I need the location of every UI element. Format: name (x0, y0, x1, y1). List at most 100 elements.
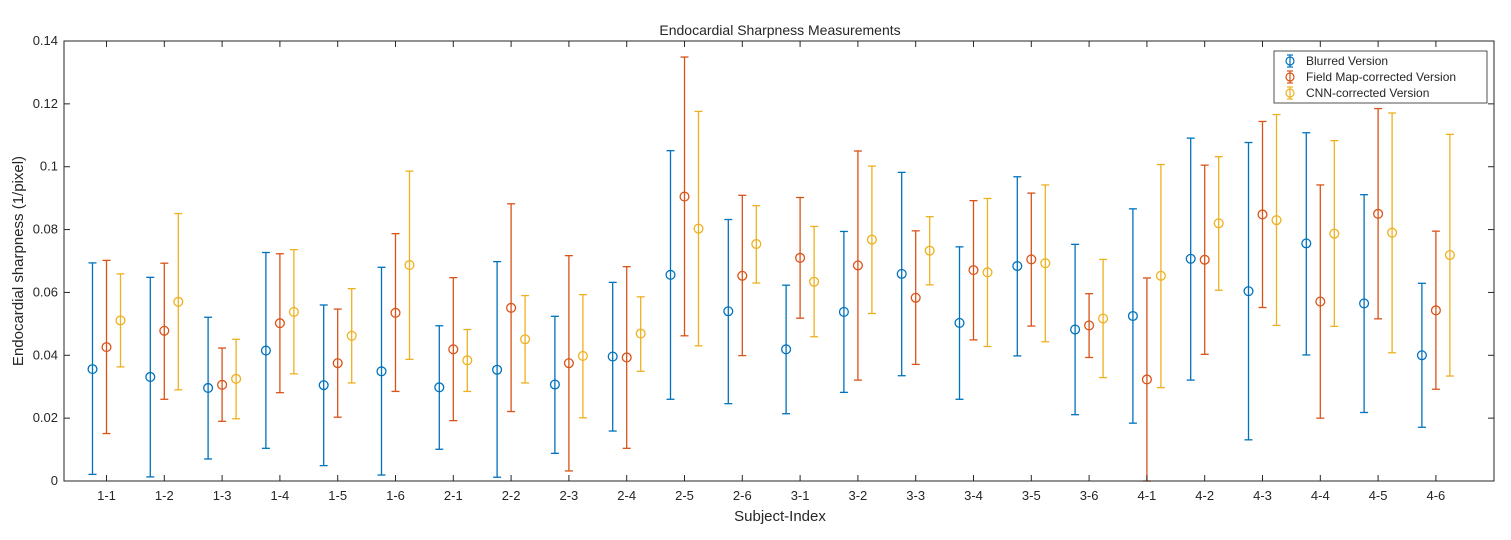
mean-marker (506, 302, 517, 313)
mean-marker (1155, 270, 1166, 281)
mean-marker (492, 364, 503, 375)
mean-marker (434, 382, 445, 393)
mean-marker (563, 358, 574, 369)
mean-marker (1199, 254, 1210, 265)
series-blurred (87, 132, 1427, 478)
y-tick-label: 0.14 (33, 33, 58, 48)
x-tick-label: 3-3 (906, 488, 925, 503)
mean-marker (274, 318, 285, 329)
mean-marker (173, 296, 184, 307)
mean-marker (607, 351, 618, 362)
mean-marker (723, 306, 734, 317)
x-tick-label: 1-6 (386, 488, 405, 503)
legend-item-fieldmap: Field Map-corrected Version (1285, 70, 1456, 84)
x-tick-label: 2-4 (617, 488, 636, 503)
x-tick-label: 4-3 (1253, 488, 1272, 503)
mean-marker (217, 379, 228, 390)
mean-marker (1359, 298, 1370, 309)
legend-label: Blurred Version (1306, 54, 1388, 68)
mean-marker (1416, 350, 1427, 361)
x-tick-label: 4-1 (1138, 488, 1157, 503)
mean-marker (87, 364, 98, 375)
plot-area-frame (63, 40, 1495, 482)
x-tick-label: 1-1 (97, 488, 116, 503)
mean-marker (896, 268, 907, 279)
legend-box (1273, 50, 1488, 104)
x-tick-label: 1-5 (328, 488, 347, 503)
mean-marker (520, 334, 531, 345)
mean-marker (693, 223, 704, 234)
mean-marker (795, 252, 806, 263)
mean-marker (159, 325, 170, 336)
mean-marker (203, 382, 214, 394)
x-tick-label: 2-5 (675, 488, 694, 503)
mean-marker (924, 245, 935, 256)
axes: 0 0.02 0.04 0.06 0.08 0.1 0.12 0.14 1-1 1-2 1-3 1-4… (33, 33, 1494, 503)
mean-marker (1098, 313, 1109, 324)
mean-marker (577, 350, 588, 361)
mean-marker (1213, 218, 1224, 229)
mean-marker (390, 307, 401, 318)
mean-marker (1430, 305, 1441, 316)
x-tick-label: 3-6 (1080, 488, 1099, 503)
mean-marker (1084, 320, 1095, 331)
x-tick-label: 3-1 (791, 488, 810, 503)
mean-marker (737, 270, 748, 281)
x-tick-label: 4-2 (1195, 488, 1214, 503)
mean-marker (838, 306, 849, 317)
mean-marker (1387, 227, 1398, 238)
mean-marker (318, 380, 329, 391)
y-tick-label: 0.02 (33, 410, 58, 425)
mean-marker (404, 260, 415, 271)
mean-marker (1243, 286, 1254, 297)
x-tick-label: 4-4 (1311, 488, 1330, 503)
x-tick-label: 3-4 (964, 488, 983, 503)
x-axis-label: Subject-Index (734, 508, 826, 525)
mean-marker (101, 342, 112, 353)
mean-marker (1301, 238, 1312, 249)
mean-marker (145, 371, 156, 383)
mean-marker (781, 344, 792, 355)
legend-marker-icon (1285, 72, 1295, 82)
x-tick-label: 2-6 (733, 488, 752, 503)
x-tick-label: 3-2 (849, 488, 868, 503)
mean-marker (1026, 254, 1037, 265)
mean-marker (679, 191, 690, 202)
legend-marker-icon (1285, 88, 1295, 98)
mean-marker (1141, 374, 1152, 385)
x-tick-label: 3-5 (1022, 488, 1041, 503)
x-tick-label: 1-4 (271, 488, 290, 503)
mean-marker (1012, 260, 1023, 272)
mean-marker (346, 330, 357, 341)
x-tick-label: 4-6 (1427, 488, 1446, 503)
chart-title: Endocardial Sharpness Measurements (659, 22, 900, 38)
legend-label: CNN-corrected Version (1306, 86, 1429, 100)
y-tick-label: 0.06 (33, 284, 58, 299)
mean-marker (621, 352, 632, 363)
mean-marker (751, 238, 762, 250)
mean-marker (1329, 228, 1340, 239)
x-tick-label: 1-3 (213, 488, 232, 503)
mean-marker (866, 234, 877, 245)
mean-marker (462, 355, 473, 366)
mean-marker (288, 306, 299, 317)
series-cnn (115, 110, 1455, 420)
mean-marker (1257, 209, 1268, 220)
mean-marker (260, 345, 271, 356)
x-tick-label: 4-5 (1369, 488, 1388, 503)
mean-marker (635, 328, 646, 339)
legend-item-cnn: CNN-corrected Version (1285, 86, 1429, 100)
mean-marker (982, 267, 993, 278)
series-fieldmap (101, 56, 1441, 482)
mean-marker (1373, 208, 1384, 219)
legend-label: Field Map-corrected Version (1306, 70, 1456, 84)
data-marks (87, 56, 1455, 482)
legend: Blurred Version Field Map-corrected Versi… (1273, 50, 1488, 104)
mean-marker (376, 366, 387, 377)
mean-marker (809, 276, 820, 287)
x-tick-label: 2-2 (502, 488, 521, 503)
y-tick-label: 0.08 (33, 222, 58, 237)
mean-marker (448, 344, 459, 355)
y-axis-label: Endocardial sharpness (1/pixel) (10, 156, 27, 366)
x-tick-label: 2-3 (560, 488, 579, 503)
